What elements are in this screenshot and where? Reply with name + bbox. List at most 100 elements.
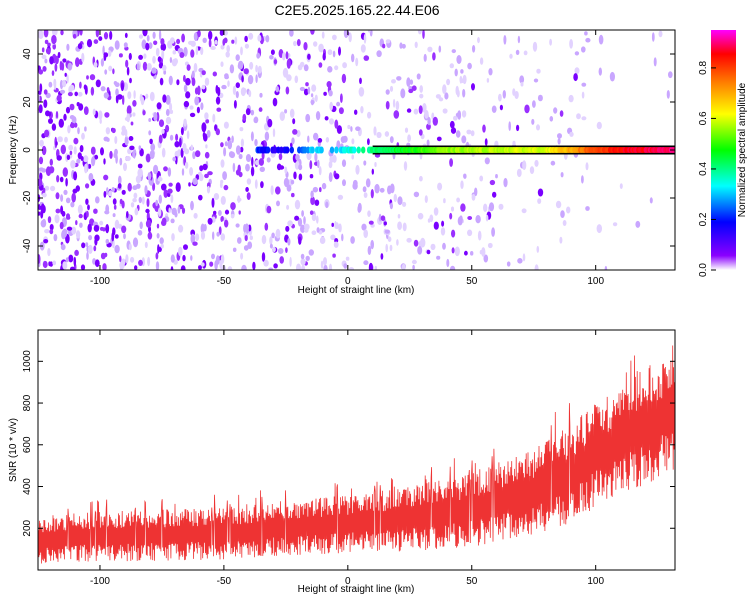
- speckle-mark: [67, 125, 71, 134]
- spectrogram-y-axis-label: Frequency (Hz): [8, 116, 19, 185]
- speckle-mark: [325, 137, 330, 143]
- speckle-mark: [44, 39, 49, 45]
- speckle-mark: [522, 253, 526, 262]
- speckle-mark: [176, 79, 180, 86]
- speckle-mark: [293, 171, 297, 180]
- speckle-mark: [232, 85, 236, 95]
- speckle-mark: [443, 198, 446, 204]
- speckle-mark: [261, 234, 267, 245]
- speckle-mark: [102, 227, 106, 232]
- speckle-mark: [99, 220, 104, 226]
- speckle-mark: [132, 237, 139, 248]
- speckle-mark: [612, 222, 618, 227]
- speckle-mark: [318, 62, 323, 68]
- speckle-mark: [133, 192, 138, 199]
- speckle-mark: [38, 69, 44, 75]
- speckle-mark: [245, 108, 251, 116]
- speckle-mark: [180, 265, 186, 270]
- speckle-mark: [328, 263, 333, 270]
- speckle-mark: [76, 158, 81, 164]
- speckle-mark: [438, 45, 442, 53]
- speckle-mark: [183, 74, 186, 83]
- ridge-mark: [356, 146, 361, 154]
- speckle-mark: [158, 119, 165, 127]
- speckle-mark: [138, 145, 142, 151]
- speckle-mark: [159, 77, 164, 86]
- speckle-mark: [653, 57, 657, 67]
- colorbar-label: Normalized spectral amplitude: [737, 82, 748, 217]
- snr-x-ticks: -100 -50 0 50 100: [90, 330, 604, 587]
- speckle-mark: [396, 239, 399, 246]
- speckle-mark: [409, 79, 414, 85]
- speckle-mark: [367, 30, 371, 33]
- speckle-mark: [224, 75, 230, 80]
- speckle-mark: [516, 124, 520, 132]
- speckle-mark: [460, 78, 465, 84]
- speckle-mark: [148, 130, 152, 136]
- speckle-mark: [200, 102, 204, 110]
- speckle-mark: [227, 266, 233, 270]
- speckle-mark: [194, 96, 200, 106]
- speckle-mark: [130, 202, 135, 208]
- speckle-mark: [240, 138, 244, 148]
- speckle-mark: [138, 54, 144, 60]
- speckle-mark: [50, 185, 56, 192]
- speckle-mark: [206, 185, 211, 194]
- speckle-mark: [297, 64, 303, 71]
- speckle-mark: [114, 219, 120, 229]
- speckle-mark: [220, 44, 225, 50]
- speckle-mark: [585, 206, 590, 211]
- speckle-mark: [220, 195, 226, 205]
- speckle-mark: [215, 255, 220, 265]
- speckle-mark: [233, 100, 237, 109]
- speckle-mark: [289, 108, 295, 119]
- speckle-mark: [254, 139, 258, 147]
- speckle-mark: [190, 144, 193, 151]
- speckle-mark: [310, 93, 314, 98]
- speckle-mark: [219, 30, 224, 36]
- speckle-mark: [93, 61, 98, 68]
- speckle-mark: [263, 259, 269, 267]
- speckle-mark: [414, 41, 418, 48]
- speckle-mark: [254, 179, 258, 189]
- speckle-mark: [537, 188, 544, 197]
- speckle-mark: [658, 30, 663, 38]
- speckle-mark: [305, 255, 310, 261]
- speckle-mark: [201, 70, 206, 76]
- speckle-mark: [202, 37, 207, 43]
- speckle-mark: [59, 118, 63, 124]
- speckle-mark: [316, 227, 320, 233]
- speckle-mark: [134, 207, 139, 216]
- speckle-mark: [486, 78, 490, 83]
- snr-x-axis-label: Height of straight line (km): [298, 584, 415, 595]
- speckle-mark: [491, 227, 495, 237]
- speckle-mark: [60, 144, 66, 155]
- speckle-mark: [117, 183, 122, 189]
- speckle-mark: [62, 167, 68, 177]
- speckle-mark: [395, 100, 400, 111]
- speckle-mark: [190, 255, 193, 261]
- speckle-mark: [57, 136, 63, 143]
- spectrogram-x-axis-label: Height of straight line (km): [298, 285, 415, 296]
- speckle-mark: [68, 254, 74, 263]
- speckle-mark: [139, 93, 143, 102]
- speckle-mark: [207, 171, 213, 176]
- speckle-mark: [55, 208, 61, 214]
- speckle-mark: [307, 135, 310, 143]
- speckle-mark: [161, 49, 165, 60]
- x-tick-label: -100: [90, 276, 110, 287]
- speckle-mark: [44, 185, 50, 191]
- speckle-mark: [279, 111, 285, 121]
- speckle-mark: [113, 204, 117, 210]
- speckle-mark: [230, 202, 236, 211]
- speckle-mark: [119, 261, 125, 270]
- snr-series-line: [38, 345, 675, 564]
- speckle-mark: [419, 85, 424, 93]
- speckle-mark: [67, 62, 73, 71]
- snr-marks: [38, 345, 675, 564]
- speckle-mark: [38, 156, 44, 165]
- speckle-mark: [522, 160, 527, 171]
- speckle-mark: [261, 152, 265, 160]
- speckle-mark: [119, 157, 123, 166]
- spectrogram-x-ticks: -100 -50 0 50 100: [90, 30, 604, 287]
